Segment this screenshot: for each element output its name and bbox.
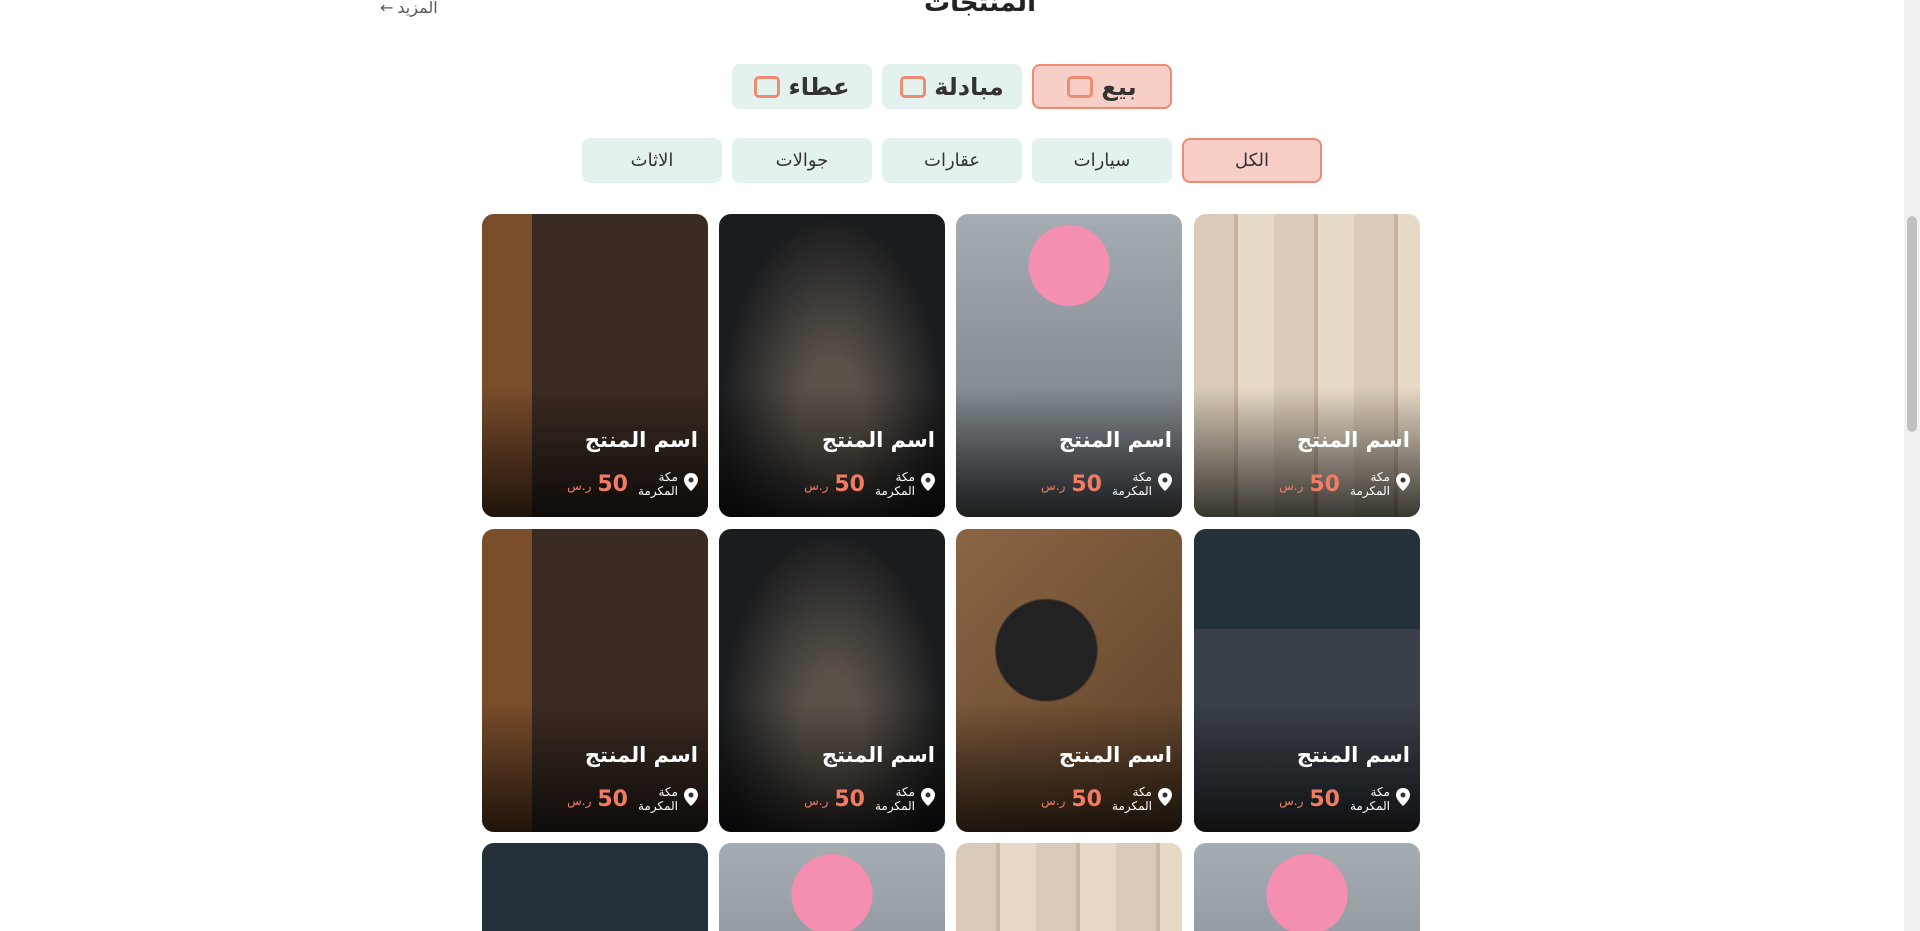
- type-tab[interactable]: مبادلة: [882, 64, 1022, 109]
- pin: [684, 788, 698, 806]
- card-shade: [956, 387, 1182, 517]
- product-card[interactable]: اسم المنتج مكة المكرمة 50 ر.س: [1194, 214, 1420, 517]
- product-meta: مكة المكرمة 50 ر.س: [1041, 470, 1172, 498]
- product-currency: ر.س: [567, 479, 592, 493]
- product-name: اسم المنتج: [584, 428, 698, 452]
- product-card[interactable]: [719, 843, 945, 931]
- scrollbar[interactable]: [1904, 0, 1920, 931]
- product-price: 50: [1309, 786, 1340, 812]
- product-meta: مكة المكرمة 50 ر.س: [1279, 470, 1410, 498]
- category-tab[interactable]: الكل: [1182, 138, 1322, 183]
- product-name: اسم المنتج: [821, 428, 935, 452]
- arrow: ←: [380, 0, 394, 17]
- product-currency: ر.س: [1041, 794, 1066, 808]
- pin: [1396, 473, 1410, 491]
- pin: [684, 473, 698, 491]
- product-card[interactable]: اسم المنتج مكة المكرمة 50 ر.س: [719, 214, 945, 517]
- type-tab[interactable]: بيع: [1032, 64, 1172, 109]
- page-title: المنتجات: [924, 0, 1036, 18]
- product-card[interactable]: اسم المنتج مكة المكرمة 50 ر.س: [482, 529, 708, 832]
- product-name: اسم المنتج: [821, 743, 935, 767]
- product-location: مكة المكرمة: [1111, 785, 1152, 813]
- pin: [1396, 788, 1410, 806]
- card-shade: [719, 702, 945, 832]
- tab-label: عطاء: [788, 72, 850, 101]
- product-name: اسم المنتج: [1058, 428, 1172, 452]
- pin-icon: [1396, 788, 1410, 810]
- product-card[interactable]: اسم المنتج مكة المكرمة 50 ر.س: [719, 529, 945, 832]
- product-currency: ر.س: [1041, 479, 1066, 493]
- pin-icon: [684, 473, 698, 495]
- product-meta: مكة المكرمة 50 ر.س: [804, 470, 935, 498]
- category-tab[interactable]: سيارات: [1032, 138, 1172, 183]
- product-price: 50: [597, 471, 628, 497]
- product-card[interactable]: [1194, 843, 1420, 931]
- product-name: اسم المنتج: [584, 743, 698, 767]
- card-shade: [482, 387, 708, 517]
- product-location: مكة المكرمة: [874, 470, 915, 498]
- pin: [921, 788, 935, 806]
- card-shade: [1194, 702, 1420, 832]
- product-location: مكة المكرمة: [637, 785, 678, 813]
- more-label: المزيد: [397, 0, 438, 17]
- product-currency: ر.س: [567, 794, 592, 808]
- product-location: مكة المكرمة: [1349, 470, 1390, 498]
- product-location: مكة المكرمة: [1349, 785, 1390, 813]
- pin-icon: [1158, 473, 1172, 495]
- product-currency: ر.س: [804, 479, 829, 493]
- pin-icon: [684, 788, 698, 810]
- category-tab[interactable]: جوالات: [732, 138, 872, 183]
- product-card[interactable]: اسم المنتج مكة المكرمة 50 ر.س: [482, 214, 708, 517]
- pin-icon: [1158, 788, 1172, 810]
- type-tab[interactable]: عطاء: [732, 64, 872, 109]
- pin-icon: [921, 473, 935, 495]
- product-location: مكة المكرمة: [637, 470, 678, 498]
- product-meta: مكة المكرمة 50 ر.س: [804, 785, 935, 813]
- pin: [1158, 788, 1172, 806]
- pin: [921, 473, 935, 491]
- product-price: 50: [834, 786, 865, 812]
- tab-label: مبادلة: [934, 72, 1004, 101]
- card-shade: [482, 702, 708, 832]
- tab-icon: [1067, 75, 1094, 98]
- category-tab[interactable]: عقارات: [882, 138, 1022, 183]
- scroll-thumb[interactable]: [1907, 216, 1917, 432]
- product-card[interactable]: [482, 843, 708, 931]
- product-location: مكة المكرمة: [874, 785, 915, 813]
- product-location: مكة المكرمة: [1111, 470, 1152, 498]
- product-card[interactable]: اسم المنتج مكة المكرمة 50 ر.س: [956, 214, 1182, 517]
- card-shade: [1194, 387, 1420, 517]
- product-card[interactable]: [956, 843, 1182, 931]
- product-currency: ر.س: [804, 794, 829, 808]
- product-name: اسم المنتج: [1058, 743, 1172, 767]
- product-name: اسم المنتج: [1296, 428, 1410, 452]
- product-card[interactable]: اسم المنتج مكة المكرمة 50 ر.س: [956, 529, 1182, 832]
- card-shade: [719, 387, 945, 517]
- category-tab[interactable]: الاثاث: [582, 138, 722, 183]
- pin-icon: [921, 788, 935, 810]
- more-link[interactable]: ← المزيد: [380, 0, 438, 17]
- tab-label: بيع: [1101, 72, 1137, 101]
- product-price: 50: [1071, 471, 1102, 497]
- tab-icon: [900, 75, 927, 98]
- product-price: 50: [1309, 471, 1340, 497]
- pin-icon: [1396, 473, 1410, 495]
- product-price: 50: [1071, 786, 1102, 812]
- product-currency: ر.س: [1279, 479, 1304, 493]
- product-meta: مكة المكرمة 50 ر.س: [567, 470, 698, 498]
- tab-icon: [754, 75, 781, 98]
- product-currency: ر.س: [1279, 794, 1304, 808]
- product-card[interactable]: اسم المنتج مكة المكرمة 50 ر.س: [1194, 529, 1420, 832]
- product-meta: مكة المكرمة 50 ر.س: [567, 785, 698, 813]
- pin: [1158, 473, 1172, 491]
- product-name: اسم المنتج: [1296, 743, 1410, 767]
- product-price: 50: [597, 786, 628, 812]
- product-meta: مكة المكرمة 50 ر.س: [1041, 785, 1172, 813]
- product-price: 50: [834, 471, 865, 497]
- product-meta: مكة المكرمة 50 ر.س: [1279, 785, 1410, 813]
- card-shade: [956, 702, 1182, 832]
